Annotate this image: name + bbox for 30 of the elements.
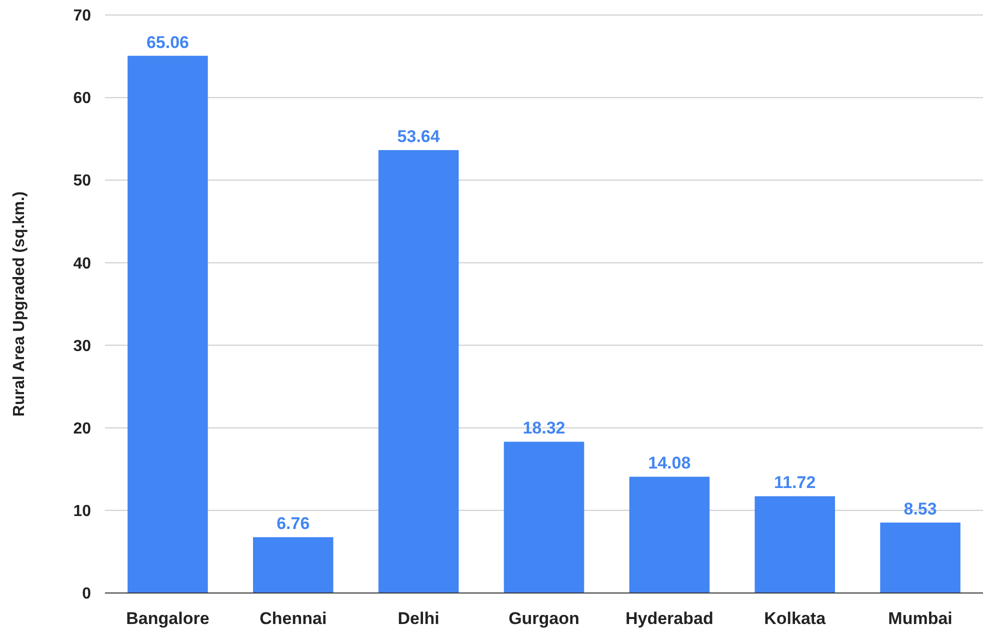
y-tick-label: 40 xyxy=(73,255,92,272)
x-tick-label: Hyderabad xyxy=(625,609,714,628)
data-label: 8.53 xyxy=(904,500,937,519)
x-tick-label: Gurgaon xyxy=(508,609,580,628)
data-label: 53.64 xyxy=(397,127,440,146)
data-label: 65.06 xyxy=(146,32,189,52)
data-label: 14.08 xyxy=(648,454,691,473)
bar xyxy=(504,442,584,593)
x-tick-label: Delhi xyxy=(398,609,440,628)
data-label: 11.72 xyxy=(774,473,816,492)
bar xyxy=(128,56,208,593)
data-label: 6.76 xyxy=(276,514,310,534)
x-tick-label: Kolkata xyxy=(764,609,826,628)
y-tick-label: 50 xyxy=(73,172,92,190)
x-tick-label: Mumbai xyxy=(888,609,952,628)
y-tick-label: 30 xyxy=(73,338,92,355)
y-axis-title: Rural Area Upgraded (sq.km.) xyxy=(11,191,28,417)
bar xyxy=(880,522,960,593)
bar xyxy=(378,150,459,593)
bar xyxy=(754,496,835,593)
bar xyxy=(253,537,334,593)
x-tick-label: Bangalore xyxy=(126,609,210,628)
y-tick-label: 60 xyxy=(73,90,92,108)
y-tick-label: 70 xyxy=(73,8,92,25)
y-tick-label: 10 xyxy=(73,503,92,520)
y-tick-label: 0 xyxy=(82,586,92,603)
bar xyxy=(629,476,710,593)
data-label: 18.32 xyxy=(522,418,566,438)
x-tick-label: Chennai xyxy=(260,609,327,628)
y-tick-label: 20 xyxy=(73,420,92,438)
